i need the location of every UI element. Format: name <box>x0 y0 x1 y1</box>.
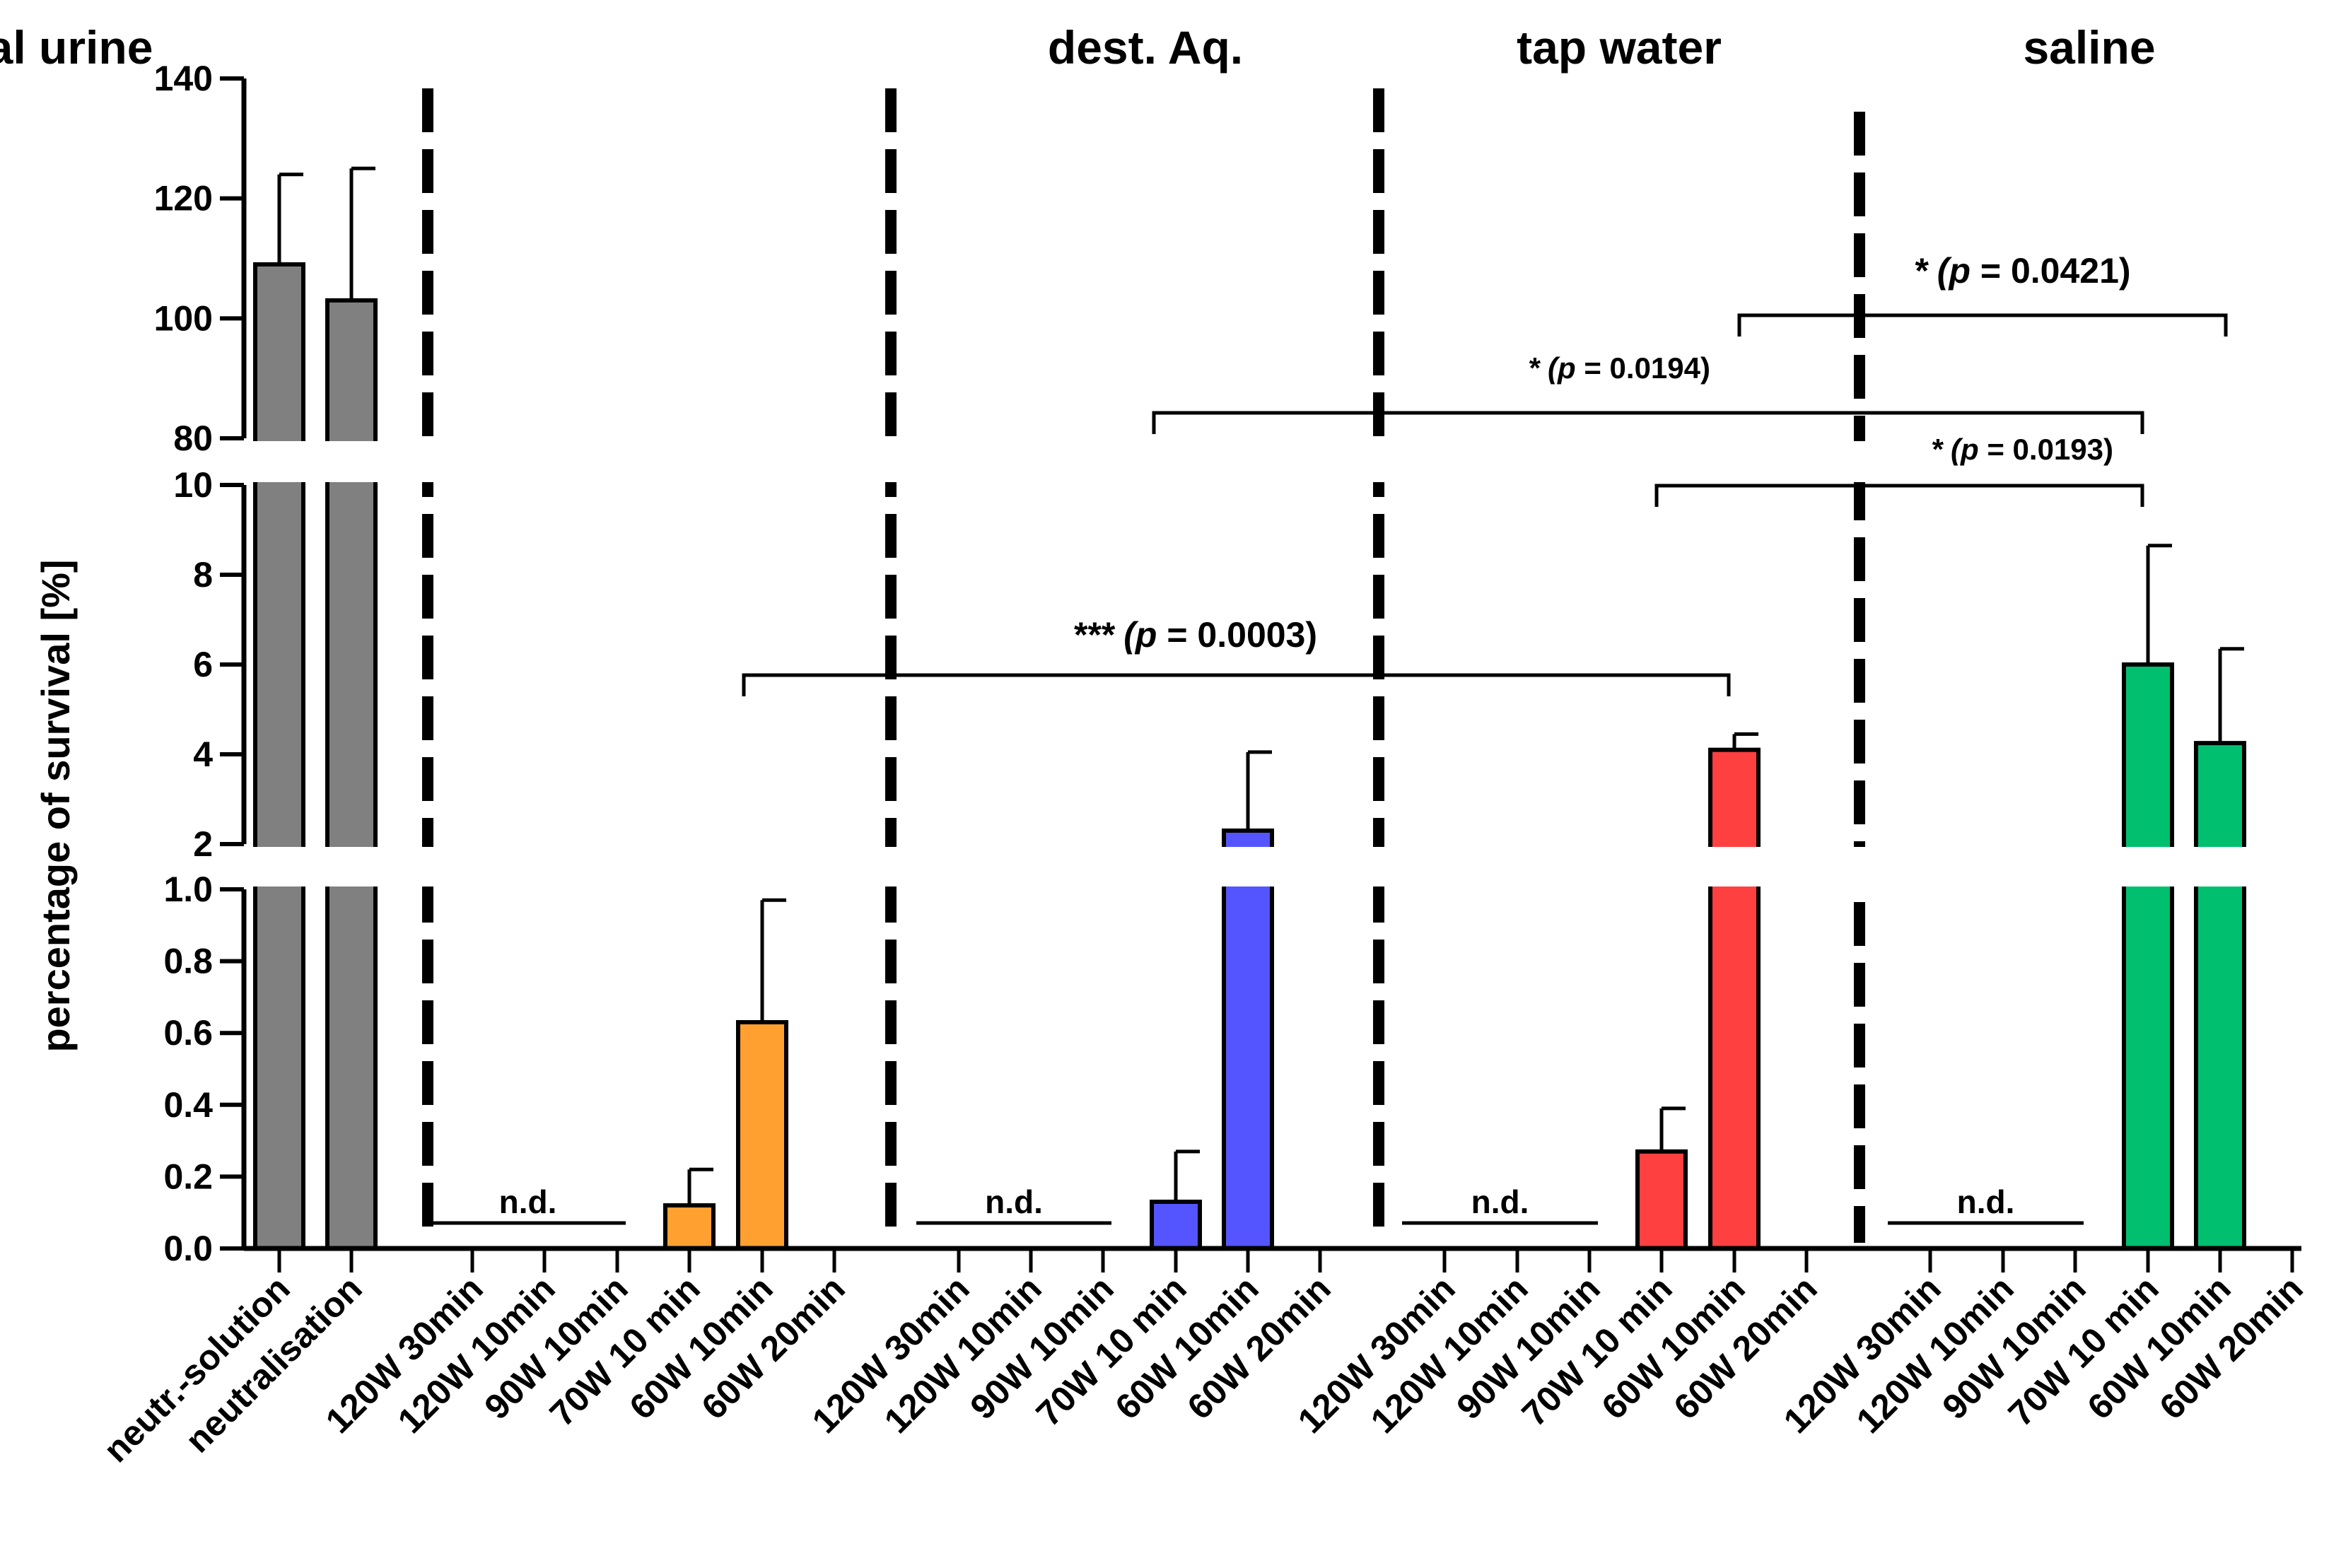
nd-label: n.d. <box>499 1183 557 1220</box>
bar <box>1222 828 1274 1251</box>
y-tick-label: 2 <box>193 824 213 864</box>
axis-break <box>216 847 2301 887</box>
y-tick-label: 100 <box>154 298 213 338</box>
group-title: dest. Aq. <box>1048 21 1243 74</box>
bar <box>253 262 305 1251</box>
y-tick-label: 120 <box>154 179 213 218</box>
significance-bracket <box>742 673 1731 696</box>
bar <box>663 1203 716 1251</box>
bar <box>736 1019 788 1251</box>
nd-label: n.d. <box>1471 1183 1529 1220</box>
y-tick-label: 140 <box>154 59 213 98</box>
y-tick-label: 0.8 <box>163 942 213 981</box>
y-axis-label: percentage of survival [%] <box>33 559 78 1052</box>
y-tick-label: 0.0 <box>163 1229 213 1268</box>
y-tick-label: 0.6 <box>163 1013 213 1053</box>
group-dividers <box>422 88 1865 1243</box>
bar <box>1635 1149 1688 1251</box>
bars <box>216 166 2301 1251</box>
y-tick-label: 1.0 <box>163 870 213 909</box>
group-title: saline <box>2023 21 2155 74</box>
significance-label: * (p = 0.0194) <box>1528 351 1710 385</box>
bar <box>2194 741 2246 1251</box>
bar <box>1708 747 1761 1251</box>
nd-label: n.d. <box>1957 1183 2015 1220</box>
significance-bracket <box>1152 411 2144 434</box>
y-tick-label: 8 <box>193 555 213 595</box>
nd-label: n.d. <box>985 1183 1043 1220</box>
bar <box>2122 662 2174 1251</box>
significance-bracket <box>1654 484 2144 507</box>
y-tick-label: 10 <box>173 465 213 505</box>
group-title: tap water <box>1517 21 1722 74</box>
y-tick-label: 80 <box>173 419 213 458</box>
y-tick-label: 6 <box>193 645 213 684</box>
annotations: dest. Aq. tap water saline artificial urine… <box>0 21 2228 1225</box>
y-axis: 0.0 0.2 0.4 0.6 0.8 1.0 2 4 6 8 10 80 100 120 140 <box>154 59 247 1268</box>
group-title: artificial urine <box>0 21 153 74</box>
bar <box>1150 1199 1202 1251</box>
significance-label: *** (p = 0.0003) <box>1073 615 1317 655</box>
axis-break <box>216 441 2301 482</box>
significance-label: * (p = 0.0421) <box>1913 251 2130 291</box>
y-tick-label: 0.4 <box>163 1085 213 1125</box>
significance-bracket <box>1737 313 2228 337</box>
significance-label: * (p = 0.0193) <box>1931 433 2113 466</box>
y-tick-label: 0.2 <box>163 1157 213 1196</box>
y-tick-label: 4 <box>193 735 213 774</box>
